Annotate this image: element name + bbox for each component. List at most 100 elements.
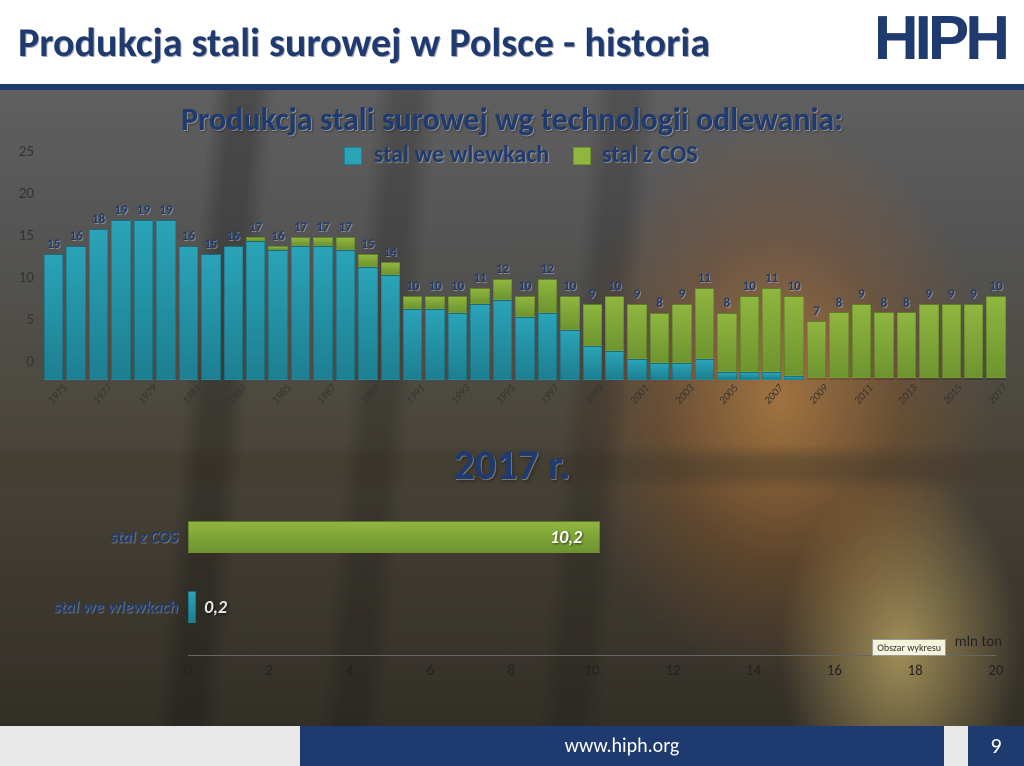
x-tick-label: 1995	[493, 382, 518, 407]
bar-total-label: 18	[92, 212, 105, 227]
bar-seg-wlewki	[336, 250, 355, 380]
x-tick-label: 1983	[224, 382, 249, 407]
bar-seg-wlewki	[358, 267, 377, 380]
bar-seg-wlewki	[897, 378, 916, 380]
bar-seg-cos	[560, 296, 579, 330]
bar-column: 8	[829, 170, 848, 380]
bar-column: 8	[874, 170, 893, 380]
x-tick-2: 6	[427, 662, 435, 680]
x-tick-label: 1991	[403, 382, 428, 407]
x-tick-label	[114, 384, 135, 405]
x-tick-label: 1999	[582, 382, 607, 407]
bar-seg-wlewki	[313, 246, 332, 380]
bar-column: 10	[425, 170, 444, 380]
x-tick-label: 1975	[45, 382, 70, 407]
x-tick-label	[472, 384, 493, 405]
bar-total-label: 8	[903, 296, 910, 311]
bar-column: 17	[313, 170, 332, 380]
bar-seg-wlewki	[717, 372, 736, 380]
hbar-row-wlewki: stal we wlewkach 0,2	[188, 585, 996, 629]
x-tick-label	[249, 384, 270, 405]
page-number: 9	[964, 726, 1024, 766]
x-tick-label: 2011	[851, 382, 876, 407]
chart-subtitle: Produkcja stali surowej wg technologii o…	[0, 100, 1024, 139]
bar-total-label: 9	[679, 287, 686, 302]
bar-seg-wlewki	[201, 254, 220, 380]
x-tick-label: 1981	[179, 382, 204, 407]
x-tick-label	[965, 384, 986, 405]
bar-seg-wlewki	[381, 275, 400, 380]
bar-total-label: 8	[836, 296, 843, 311]
bar-column: 10	[403, 170, 422, 380]
bar-total-label: 9	[970, 287, 977, 302]
bar-column: 10	[560, 170, 579, 380]
bar-column: 16	[66, 170, 85, 380]
y-axis: 0510152025	[10, 170, 38, 380]
x-tick-label	[428, 384, 449, 405]
x-tick-label: 2009	[806, 382, 831, 407]
bar-seg-cos	[942, 304, 961, 378]
bar-column: 16	[179, 170, 198, 380]
bar-total-label: 10	[788, 279, 801, 294]
bar-total-label: 17	[294, 220, 307, 235]
bar-seg-wlewki	[44, 254, 63, 380]
y-tick: 15	[19, 227, 34, 245]
hbar-value-wlewki: 0,2	[204, 596, 227, 618]
x-tick-2: 4	[346, 662, 354, 680]
x-tick-label	[830, 384, 851, 405]
bar-column: 8	[650, 170, 669, 380]
bar-column: 10	[448, 170, 467, 380]
bar-seg-wlewki	[874, 378, 893, 380]
top-stacked-bar-chart: 0510152025 15161819191916151617161717171…	[38, 140, 1006, 430]
chart-area-tooltip: Obszar wykresu	[872, 639, 946, 656]
bar-seg-cos	[964, 304, 983, 378]
slide-title: Produkcja stali surowej w Polsce - histo…	[18, 18, 710, 67]
bar-total-label: 16	[227, 228, 240, 243]
bar-total-label: 9	[858, 287, 865, 302]
bar-seg-wlewki	[986, 378, 1005, 380]
x-tick-label	[786, 384, 807, 405]
bar-seg-wlewki	[179, 246, 198, 380]
bar-column: 7	[807, 170, 826, 380]
bar-column: 8	[897, 170, 916, 380]
bar-seg-cos	[762, 288, 781, 372]
hbar-label-wlewki: stal we wlewkach	[38, 597, 178, 618]
bar-total-label: 15	[47, 237, 60, 252]
bar-seg-cos	[425, 296, 444, 309]
bar-seg-wlewki	[919, 378, 938, 380]
hbar-cos	[188, 521, 600, 553]
y-tick: 20	[19, 185, 34, 203]
bar-total-label: 9	[589, 287, 596, 302]
bar-seg-wlewki	[470, 304, 489, 380]
header: Produkcja stali surowej w Polsce - histo…	[0, 0, 1024, 90]
bar-seg-wlewki	[89, 229, 108, 380]
bar-column: 18	[89, 170, 108, 380]
bar-column: 15	[358, 170, 377, 380]
bar-column: 9	[964, 170, 983, 380]
bar-total-label: 16	[70, 228, 83, 243]
x-tick-label: 1989	[358, 382, 383, 407]
bar-total-label: 12	[496, 262, 509, 277]
bar-column: 19	[134, 170, 153, 380]
bar-total-label: 16	[182, 228, 195, 243]
bar-total-label: 9	[925, 287, 932, 302]
bar-seg-wlewki	[695, 359, 714, 380]
bar-seg-cos	[403, 296, 422, 309]
bar-seg-wlewki	[762, 372, 781, 380]
bar-total-label: 10	[563, 279, 576, 294]
bar-column: 9	[627, 170, 646, 380]
bar-total-label: 11	[698, 270, 711, 285]
bar-seg-wlewki	[605, 351, 624, 380]
bar-seg-cos	[650, 313, 669, 363]
bar-column: 17	[246, 170, 265, 380]
bar-seg-wlewki	[493, 300, 512, 380]
bar-column: 12	[493, 170, 512, 380]
x-tick-label	[338, 384, 359, 405]
bar-total-label: 11	[473, 270, 486, 285]
bar-column: 15	[44, 170, 63, 380]
bar-seg-cos	[784, 296, 803, 376]
bar-column: 9	[852, 170, 871, 380]
bar-total-label: 17	[249, 220, 262, 235]
y-tick: 10	[19, 269, 34, 287]
bar-seg-cos	[897, 312, 916, 378]
